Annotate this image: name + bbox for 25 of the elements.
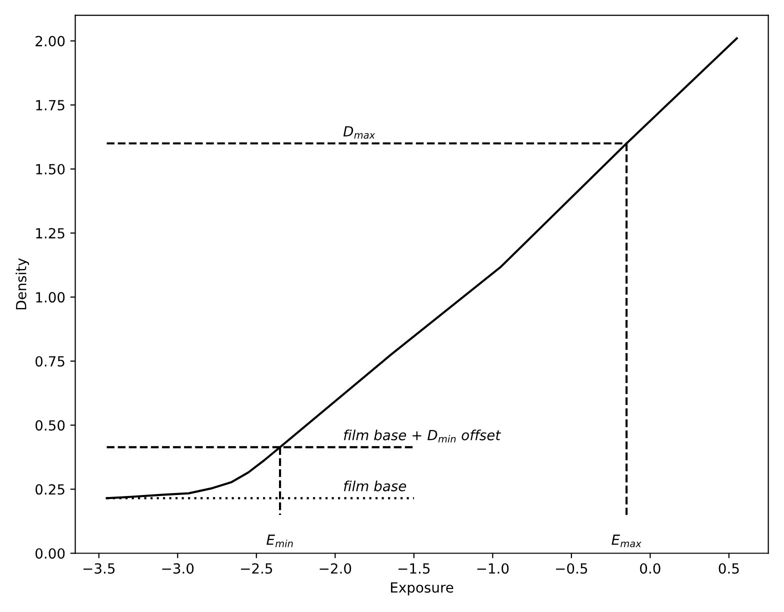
x-tick-label: −2.0 (320, 563, 352, 574)
x-tick-label: 0.0 (640, 563, 660, 574)
x-axis-title: Exposure (391, 582, 454, 596)
annotation: film base + D$_{min}$ offset (344, 430, 502, 442)
annotation: E$_{min}$ (266, 534, 293, 548)
y-tick-label: 0.50 (36, 420, 65, 431)
y-tick-label: 0.25 (36, 484, 64, 495)
y-tick-label: 1.00 (36, 292, 65, 303)
x-tick-label: −1.0 (477, 563, 509, 574)
y-tick-label: 1.75 (36, 100, 64, 110)
annotation: film base (344, 480, 406, 492)
x-tick-label: −1.5 (398, 563, 430, 574)
x-tick-label: −3.5 (84, 563, 115, 574)
annotation: E$_{max}$ (612, 534, 642, 548)
x-tick-label: −3.0 (162, 563, 194, 574)
annotation: D$_{max}$ (343, 126, 376, 139)
y-tick-label: 1.50 (36, 164, 65, 174)
y-tick-label: 0.75 (36, 356, 64, 367)
x-tick-label: −2.5 (241, 563, 272, 574)
y-tick-label: 2.00 (36, 36, 65, 46)
y-axis-title: Density (16, 258, 30, 310)
x-tick-label: −0.5 (556, 563, 588, 574)
x-tick-label: 0.5 (718, 563, 739, 574)
y-tick-label: 0.00 (36, 548, 65, 559)
y-tick-label: 1.25 (36, 228, 64, 239)
